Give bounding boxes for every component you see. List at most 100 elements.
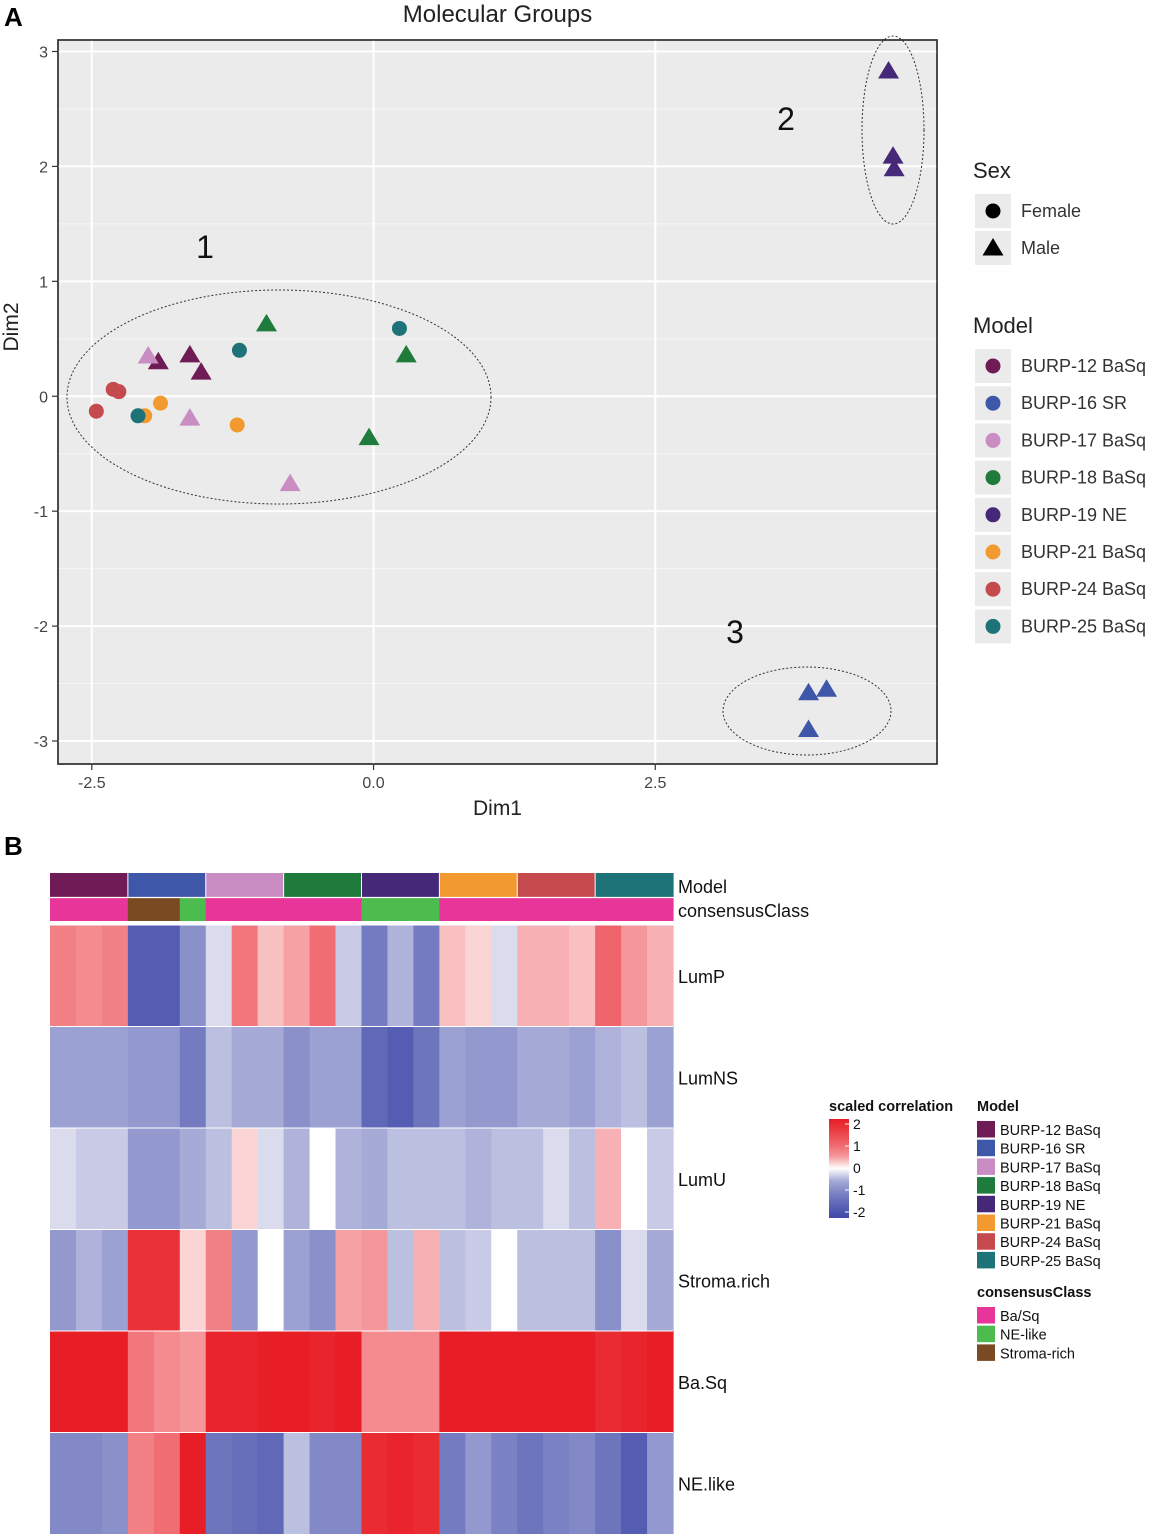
scale-tick-label: 1 <box>853 1138 861 1154</box>
heatmap-cell <box>153 1128 181 1231</box>
consensus-track-cell <box>335 898 363 921</box>
heatmap-cell <box>283 1432 311 1535</box>
model-track-cell <box>413 873 440 897</box>
consensus-legend-swatch <box>977 1344 995 1361</box>
heatmap-cell <box>50 1331 77 1434</box>
scale-tick-label: 2 <box>853 1116 861 1132</box>
heatmap-cell <box>361 1229 389 1332</box>
heatmap-cell <box>465 1229 492 1332</box>
heatmap-cell <box>621 1432 648 1535</box>
heatmap-cell <box>75 1128 103 1231</box>
consensus-track-cell <box>50 898 77 921</box>
heatmap-cell <box>127 925 155 1028</box>
group-label: 1 <box>196 229 214 265</box>
heatmap-cell <box>75 1026 103 1129</box>
heatmap-cell <box>309 1026 337 1129</box>
model-legend-swatch <box>977 1158 995 1175</box>
heatmap-cell <box>543 1229 570 1332</box>
heatmap-cell <box>309 1432 337 1535</box>
heatmap-cell <box>491 1331 518 1434</box>
consensus-legend-label: Stroma-rich <box>1000 1346 1075 1362</box>
heatmap-cell <box>50 925 77 1028</box>
y-tick-label: 3 <box>39 44 48 61</box>
heatmap-cell <box>231 1229 259 1332</box>
heatmap-cell <box>621 1229 648 1332</box>
heatmap-cell <box>205 1026 233 1129</box>
chart-title: Molecular Groups <box>403 1 592 28</box>
consensus-track-cell <box>491 898 518 921</box>
model-legend-label: BURP-17 BaSq <box>1000 1160 1101 1176</box>
group-2-ellipse <box>861 35 925 225</box>
heatmap-cell <box>153 1331 181 1434</box>
data-point <box>130 408 146 424</box>
legend-model-label: BURP-24 BaSq <box>1021 579 1146 599</box>
heatmap-cell <box>543 925 570 1028</box>
data-point <box>798 682 820 701</box>
data-point <box>111 384 127 400</box>
heatmap-cell <box>543 1432 570 1535</box>
model-track-cell <box>361 873 389 897</box>
heatmap-cell <box>335 1331 363 1434</box>
data-point <box>147 351 169 370</box>
heatmap-cell <box>517 1432 544 1535</box>
heatmap-cell <box>465 925 492 1028</box>
heatmap-cell <box>517 1331 544 1434</box>
heatmap-cell <box>257 1026 285 1129</box>
legend-model-label: BURP-21 BaSq <box>1021 542 1146 562</box>
legend-model-label: BURP-25 BaSq <box>1021 616 1146 636</box>
model-legend-label: BURP-25 BaSq <box>1000 1254 1101 1270</box>
model-legend-swatch <box>977 1251 995 1269</box>
heatmap-cell <box>413 1128 440 1231</box>
legend-model-swatch <box>985 432 1001 448</box>
heatmap-cell <box>205 1229 233 1332</box>
scale-tick-label: -2 <box>853 1204 866 1220</box>
y-tick-label: 1 <box>39 274 48 291</box>
heatmap-cell <box>127 1229 155 1332</box>
scale-legend-title: scaled correlation <box>829 1099 953 1115</box>
legend-model-swatch <box>985 358 1001 374</box>
model-track-cell <box>101 873 129 897</box>
heatmap-cell <box>621 1331 648 1434</box>
heatmap-cell <box>595 925 622 1028</box>
model-track-cell <box>595 873 622 897</box>
heatmap-cell <box>309 925 337 1028</box>
heatmap-cell <box>595 1229 622 1332</box>
heatmap-cell <box>491 1432 518 1535</box>
model-track-cell <box>205 873 233 897</box>
model-track-cell <box>75 873 103 897</box>
heatmap-cell <box>569 1128 596 1231</box>
heatmap-cell <box>127 1432 155 1535</box>
y-tick-label: 2 <box>39 159 48 176</box>
legend-model-label: BURP-19 NE <box>1021 505 1127 525</box>
group-label: 2 <box>777 101 795 137</box>
legend-model-swatch <box>985 470 1001 486</box>
heatmap-cell <box>101 925 129 1028</box>
data-point <box>358 427 380 446</box>
heatmap-cell <box>439 1432 466 1535</box>
heatmap-cell <box>387 1331 415 1434</box>
legend-model-title: Model <box>973 313 1033 338</box>
heatmap-cell <box>231 925 259 1028</box>
model-track-cell <box>153 873 181 897</box>
consensus-track-label: consensusClass <box>678 901 809 921</box>
heatmap-cell <box>491 925 518 1028</box>
y-axis-label: Dim2 <box>0 302 23 351</box>
heatmap-cell <box>647 1026 674 1129</box>
consensus-track-cell <box>179 898 207 921</box>
heatmap-cell <box>179 1026 207 1129</box>
heatmap-cell <box>205 925 233 1028</box>
data-point <box>798 719 820 738</box>
heatmap-cell <box>179 1432 207 1535</box>
heatmap-cell <box>647 1432 674 1535</box>
data-point <box>255 313 277 332</box>
consensus-track-cell <box>361 898 389 921</box>
heatmap-cell <box>179 1229 207 1332</box>
consensus-track-cell <box>647 898 674 921</box>
heatmap-cell <box>569 925 596 1028</box>
legend-model-label: BURP-16 SR <box>1021 393 1127 413</box>
heatmap-cell <box>517 925 544 1028</box>
legend-model-label: BURP-17 BaSq <box>1021 430 1146 450</box>
model-legend-swatch <box>977 1214 995 1231</box>
consensus-track-cell <box>101 898 129 921</box>
data-point <box>816 679 838 697</box>
